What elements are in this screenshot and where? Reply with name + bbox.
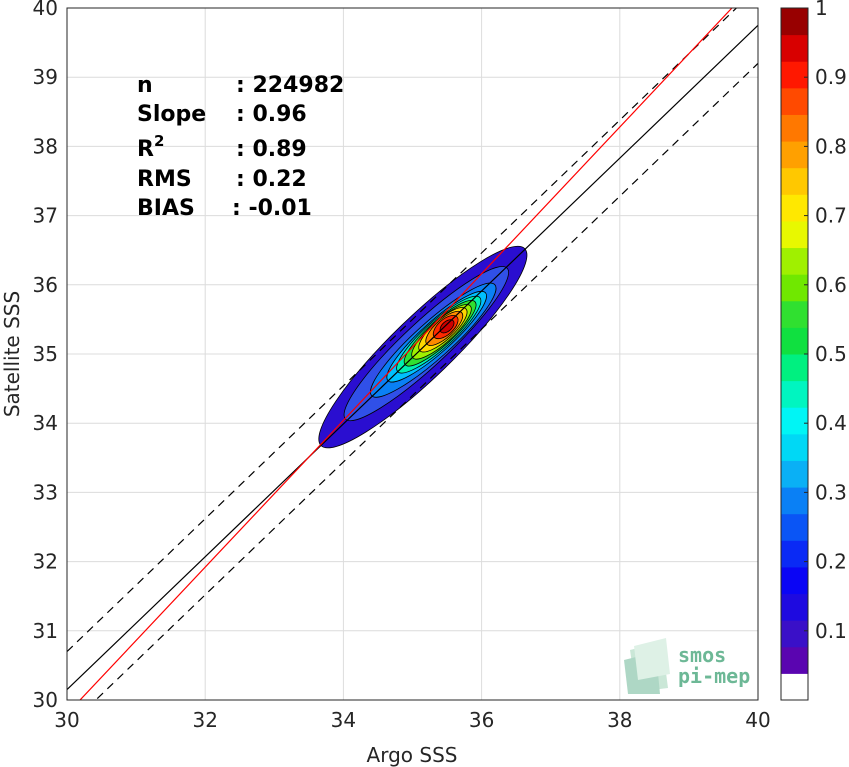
x-tick-label: 38 xyxy=(607,708,632,732)
colorbar-segment xyxy=(781,460,808,488)
contour-level xyxy=(439,319,455,334)
y-tick-label: 33 xyxy=(33,480,58,504)
stat-label: RMS xyxy=(137,167,192,192)
colorbar-segment xyxy=(781,433,808,461)
colorbar-tick-label: 0.6 xyxy=(815,273,847,297)
colorbar-segment xyxy=(781,566,808,595)
stats-box: n : 224982 Slope : 0.96 R2 : 0.89 RMS : 0.22 BIA… xyxy=(137,73,344,221)
colorbar-tick-label: 0.4 xyxy=(815,411,847,435)
colorbar-tick-label: 1 xyxy=(815,0,828,20)
logo-emblem-icon xyxy=(624,638,670,694)
x-tick-label: 34 xyxy=(331,708,356,732)
colorbar-segment xyxy=(781,87,808,115)
colorbar-segment xyxy=(781,513,808,541)
colorbar-tick-label: 0.7 xyxy=(815,204,847,228)
stat-value: : 0.22 xyxy=(236,167,307,192)
colorbar-segment xyxy=(781,380,808,408)
colorbar: 0.1 0.2 0.3 0.4 0.5 0.6 0.7 0.8 0.9 1 xyxy=(780,0,847,701)
stat-value: : 0.89 xyxy=(236,137,307,162)
colorbar-tick-label: 0.5 xyxy=(815,342,847,366)
colorbar-segment xyxy=(781,620,808,648)
colorbar-segment xyxy=(781,114,808,142)
colorbar-segment xyxy=(781,540,808,568)
y-tick-label: 35 xyxy=(33,342,58,366)
colorbar-segment xyxy=(781,487,808,515)
y-axis-title: Satellite SSS xyxy=(0,291,24,417)
plot-frame xyxy=(66,7,759,701)
stat-label: n xyxy=(137,73,153,98)
colorbar-tick-label: 0.3 xyxy=(815,480,847,504)
x-tick-label: 36 xyxy=(469,708,494,732)
y-tick-label: 39 xyxy=(33,65,58,89)
upper-envelope-line xyxy=(67,8,738,652)
colorbar-segment xyxy=(781,274,808,302)
y-tick-label: 36 xyxy=(33,273,58,297)
colorbar-segment xyxy=(781,8,808,36)
colorbar-segment xyxy=(781,61,808,89)
y-tick-label: 40 xyxy=(33,0,58,20)
stat-label: R2 xyxy=(137,132,164,162)
colorbar-segment xyxy=(781,673,808,701)
x-tick-label: 30 xyxy=(54,708,79,732)
y-tick-label: 34 xyxy=(33,411,58,435)
y-tick-label: 32 xyxy=(33,550,58,574)
x-axis-title: Argo SSS xyxy=(367,743,458,767)
colorbar-segment xyxy=(781,220,808,249)
stat-value: : -0.01 xyxy=(232,196,312,221)
colorbar-segment xyxy=(781,327,808,355)
y-tick-label: 30 xyxy=(33,688,58,712)
one-to-one-line xyxy=(67,24,758,691)
colorbar-segment xyxy=(781,34,808,62)
colorbar-segment xyxy=(781,300,808,328)
colorbar-segment xyxy=(781,141,808,169)
stat-value: : 0.96 xyxy=(236,102,307,127)
y-tick-label: 37 xyxy=(33,204,58,228)
y-tick-label: 31 xyxy=(33,619,58,643)
smos-pimep-logo: smos pi-mep xyxy=(624,638,750,694)
x-tick-label: 32 xyxy=(192,708,217,732)
x-tick-labels: 30 32 34 36 38 40 xyxy=(54,708,770,732)
stat-superscript: 2 xyxy=(154,132,164,150)
colorbar-tick-label: 0.8 xyxy=(815,134,847,158)
colorbar-segment xyxy=(781,167,808,195)
colorbar-segment xyxy=(781,194,808,222)
logo-text-line1: smos xyxy=(678,643,726,667)
stat-label: Slope xyxy=(137,102,206,127)
y-tick-label: 38 xyxy=(33,134,58,158)
colorbar-segment xyxy=(781,593,808,621)
lower-envelope-line xyxy=(94,62,758,700)
colorbar-tick-label: 0.1 xyxy=(815,619,847,643)
colorbar-segment xyxy=(781,407,808,435)
colorbar-tick-label: 0.2 xyxy=(815,550,847,574)
colorbar-segment xyxy=(781,354,808,382)
stat-value: : 224982 xyxy=(236,73,344,98)
colorbar-segment xyxy=(781,646,808,674)
stat-label: BIAS xyxy=(137,196,195,221)
colorbar-segment xyxy=(781,247,808,275)
colorbar-tick-label: 0.9 xyxy=(815,65,847,89)
y-tick-labels: 30 31 32 33 34 35 36 37 38 39 40 xyxy=(33,0,58,712)
x-tick-label: 40 xyxy=(745,708,770,732)
reference-lines xyxy=(67,8,758,700)
regression-line xyxy=(79,8,733,700)
logo-text-line2: pi-mep xyxy=(678,664,750,688)
